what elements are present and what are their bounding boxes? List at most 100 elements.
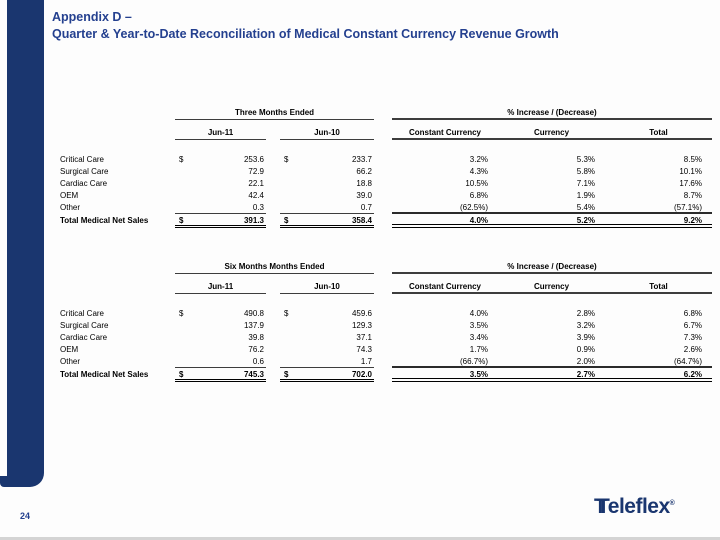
spacer: [374, 344, 392, 356]
spacer: [374, 280, 392, 294]
spacer: [266, 190, 280, 202]
table-row: Critical Care $490.8 $459.6 4.0% 2.8% 6.…: [60, 308, 712, 320]
column-header-row: Jun-11 Jun-10 Constant Currency Currency…: [60, 126, 712, 140]
pct-cells: (66.7%) 2.0% (64.7%): [392, 356, 712, 368]
value: 129.3: [351, 321, 372, 330]
currency-cell: 3.9%: [576, 333, 595, 342]
jun11-cell: 42.4: [175, 190, 266, 202]
value: 22.1: [248, 179, 264, 188]
jun11-cell: 0.6: [175, 356, 266, 368]
left-accent-bar: [7, 0, 44, 487]
row-label: Other: [60, 203, 81, 212]
currency-cell: 5.4%: [576, 203, 595, 212]
dollar-sign: $: [179, 370, 184, 379]
total-cell: (64.7%): [673, 357, 702, 366]
column-header-jun10: Jun-10: [280, 280, 374, 294]
spacer: [266, 178, 280, 190]
spacer: [374, 166, 392, 178]
spacer: [266, 154, 280, 166]
total-cell: 6.7%: [683, 321, 702, 330]
currency-cell: 7.1%: [576, 179, 595, 188]
spacer: [374, 308, 392, 320]
total-cell: 2.6%: [683, 345, 702, 354]
constant-currency-cell: 10.5%: [465, 179, 488, 188]
spacer: [266, 344, 280, 356]
spacer: [374, 190, 392, 202]
constant-currency-cell: (62.5%): [459, 203, 488, 212]
table-row: OEM 42.4 39.0 6.8% 1.9% 8.7%: [60, 190, 712, 202]
spacer: [60, 260, 175, 274]
jun10-cell: 129.3: [280, 320, 374, 332]
total-cell: 8.5%: [683, 155, 702, 164]
jun11-cell: 39.8: [175, 332, 266, 344]
jun10-cell: 66.2: [280, 166, 374, 178]
total-row: Total Medical Net Sales $391.3 $358.4 4.…: [60, 214, 712, 228]
logo-wordmark: eleflex: [607, 495, 670, 518]
spacer: [60, 280, 175, 294]
dollar-sign: $: [284, 309, 289, 318]
constant-currency-cell: 1.7%: [469, 345, 488, 354]
dollar-sign: $: [284, 216, 289, 225]
value: 74.3: [356, 345, 372, 354]
pct-cells: 10.5% 7.1% 17.6%: [392, 178, 712, 190]
pct-cells: 3.4% 3.9% 7.3%: [392, 332, 712, 344]
row-label: Critical Care: [60, 309, 105, 318]
table-row: Surgical Care 72.9 66.2 4.3% 5.8% 10.1%: [60, 166, 712, 178]
value: 72.9: [248, 167, 264, 176]
slide-title: Appendix D – Quarter & Year-to-Date Reco…: [52, 9, 559, 43]
jun10-cell: 37.1: [280, 332, 374, 344]
table-row: OEM 76.2 74.3 1.7% 0.9% 2.6%: [60, 344, 712, 356]
currency-cell: 5.2%: [576, 216, 595, 225]
row-label: Surgical Care: [60, 167, 109, 176]
currency-cell: 2.7%: [576, 370, 595, 379]
spacer: [266, 214, 280, 228]
total-cell: 9.2%: [683, 216, 702, 225]
row-label: Total Medical Net Sales: [60, 216, 149, 225]
spacer: [266, 308, 280, 320]
spacer: [374, 320, 392, 332]
row-label: Cardiac Care: [60, 179, 108, 188]
jun11-cell: 22.1: [175, 178, 266, 190]
period-header-row: Three Months Ended % Increase / (Decreas…: [60, 106, 712, 120]
pct-cells: 3.2% 5.3% 8.5%: [392, 154, 712, 166]
pct-cells: 6.8% 1.9% 8.7%: [392, 190, 712, 202]
spacer: [374, 154, 392, 166]
row-label: OEM: [60, 345, 79, 354]
jun11-cell: 0.3: [175, 202, 266, 214]
column-header-constant-currency: Constant Currency: [408, 282, 481, 291]
spacer: [266, 320, 280, 332]
pct-cells: 1.7% 0.9% 2.6%: [392, 344, 712, 356]
jun11-cell: $253.6: [175, 154, 266, 166]
total-cell: 7.3%: [683, 333, 702, 342]
value: 37.1: [356, 333, 372, 342]
spacer: [374, 126, 392, 140]
total-cell: 17.6%: [679, 179, 702, 188]
value: 233.7: [351, 155, 372, 164]
currency-cell: 2.8%: [576, 309, 595, 318]
jun11-cell: $490.8: [175, 308, 266, 320]
constant-currency-cell: 3.5%: [469, 370, 488, 379]
value: 0.6: [252, 357, 264, 366]
spacer: [374, 332, 392, 344]
dollar-sign: $: [284, 155, 289, 164]
currency-cell: 0.9%: [576, 345, 595, 354]
row-label: Total Medical Net Sales: [60, 370, 149, 379]
slide-bottom-edge: [0, 537, 720, 540]
total-cell: 10.1%: [679, 167, 702, 176]
period-header-row: Six Months Months Ended % Increase / (De…: [60, 260, 712, 274]
spacer: [266, 202, 280, 214]
value: 76.2: [248, 345, 264, 354]
page-number: 24: [20, 511, 31, 521]
currency-cell: 5.8%: [576, 167, 595, 176]
pct-cells: 3.5% 2.7% 6.2%: [392, 368, 712, 382]
value: 137.9: [243, 321, 264, 330]
table-row: Critical Care $253.6 $233.7 3.2% 5.3% 8.…: [60, 154, 712, 166]
column-header-total: Total: [649, 128, 668, 137]
dollar-sign: $: [284, 370, 289, 379]
table-row: Cardiac Care 22.1 18.8 10.5% 7.1% 17.6%: [60, 178, 712, 190]
spacer: [374, 368, 392, 382]
spacer: [374, 356, 392, 368]
column-header-jun11: Jun-11: [175, 280, 266, 294]
spacer: [374, 106, 392, 120]
dollar-sign: $: [179, 216, 184, 225]
